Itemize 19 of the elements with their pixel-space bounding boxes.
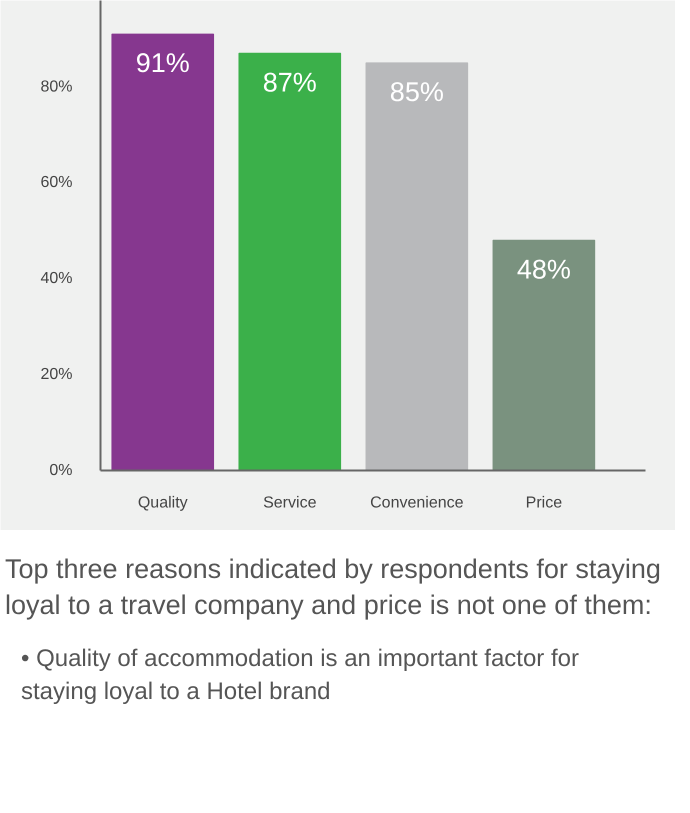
- data-label: 85%: [390, 76, 444, 107]
- x-tick-label: Convenience: [370, 494, 464, 512]
- x-tick-label: Quality: [138, 494, 188, 512]
- x-tick-label: Price: [526, 494, 562, 512]
- data-label: 48%: [516, 254, 571, 284]
- y-tick-label: 40%: [40, 270, 73, 288]
- y-tick-label: 80%: [40, 78, 73, 96]
- bar: [238, 52, 342, 470]
- y-tick-label: 20%: [40, 366, 73, 384]
- bar: [111, 34, 214, 470]
- x-tick-label: Service: [263, 494, 317, 512]
- y-tick-label: 60%: [40, 174, 73, 192]
- bar: [366, 62, 468, 470]
- data-label: 87%: [262, 67, 317, 98]
- y-tick-label: 0%: [49, 462, 72, 479]
- data-label: 91%: [136, 48, 190, 78]
- text: Top three reasons indicated by respondents for staying loyal to a travel company and price is not one of them:: [5, 553, 662, 622]
- text: • Quality of accommodation is an important factor for staying loyal to a Hotel brand: [21, 644, 580, 708]
- bar: [492, 240, 596, 470]
